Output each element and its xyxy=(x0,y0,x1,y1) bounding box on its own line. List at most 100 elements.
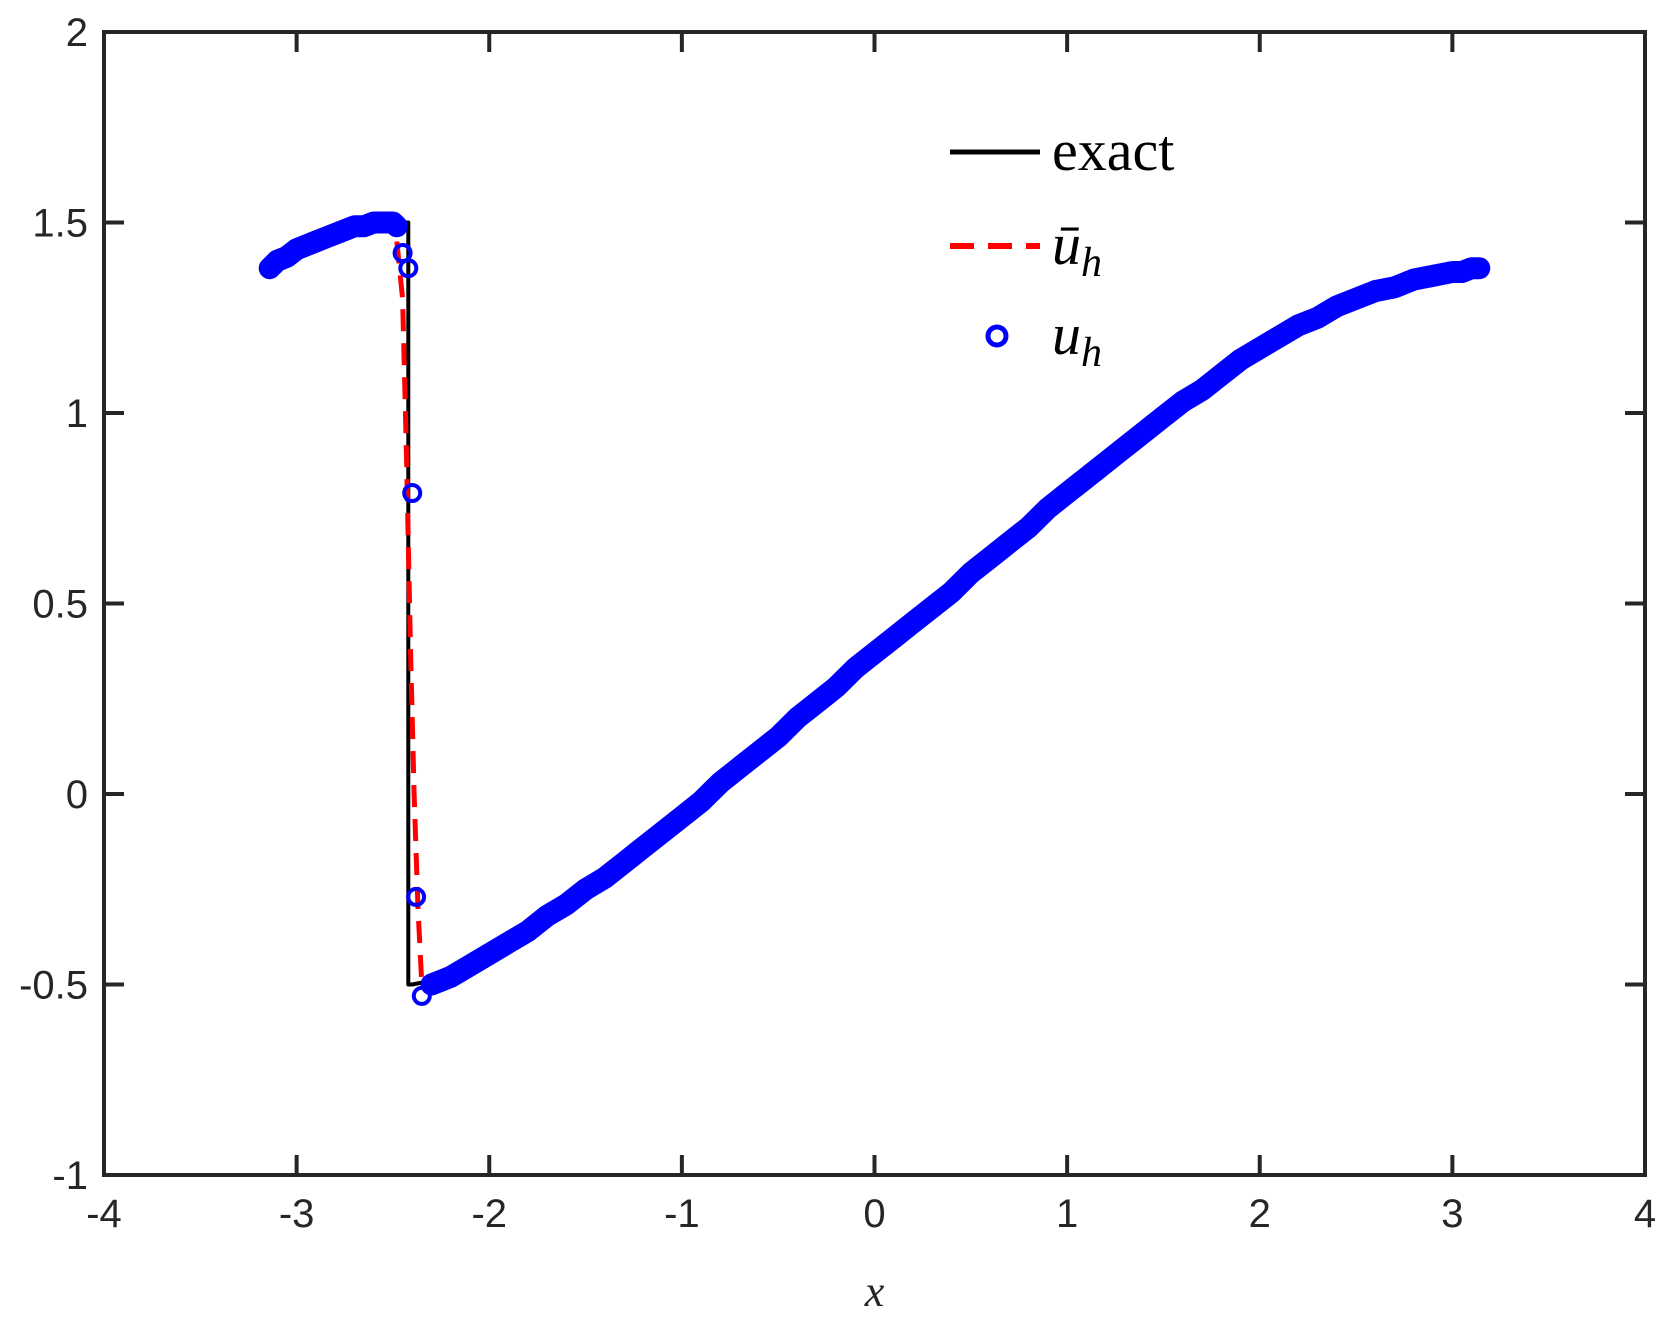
data-point xyxy=(980,547,1001,568)
legend-label-main: ū xyxy=(1052,212,1081,277)
data-point xyxy=(1403,269,1424,290)
axes-frame xyxy=(102,30,1647,1177)
x-tick-label: -3 xyxy=(279,1192,315,1236)
data-point xyxy=(334,220,355,241)
y-tick-label: 1 xyxy=(66,392,88,436)
y-tick-label: 0 xyxy=(66,773,88,817)
plot-area-frame xyxy=(102,30,1647,1177)
legend-label-main: exact xyxy=(1052,118,1174,183)
x-tick-label: 2 xyxy=(1249,1192,1271,1236)
y-tick-label: 1.5 xyxy=(32,202,88,246)
data-point xyxy=(671,806,692,827)
data-point xyxy=(1346,288,1367,309)
data-point xyxy=(691,791,712,812)
x-tick-label: 1 xyxy=(1056,1192,1078,1236)
data-point xyxy=(411,985,432,1006)
x-tick-label: 3 xyxy=(1441,1192,1463,1236)
data-point xyxy=(1057,483,1078,503)
data-point xyxy=(498,932,519,953)
data-point xyxy=(999,532,1020,553)
y-tick-label: 2 xyxy=(66,11,88,55)
data-point xyxy=(941,582,962,603)
data-point xyxy=(1288,315,1309,336)
legend-label: ūh xyxy=(1052,212,1102,286)
data-point xyxy=(1095,452,1116,473)
data-point xyxy=(594,867,615,888)
data-point xyxy=(903,612,923,633)
data-point xyxy=(406,886,427,907)
data-point xyxy=(556,894,577,915)
data-point xyxy=(1018,517,1039,538)
data-point xyxy=(922,597,943,618)
data-point xyxy=(267,250,288,271)
data-point xyxy=(1307,307,1328,328)
data-point xyxy=(315,227,336,248)
data-point xyxy=(305,231,326,252)
data-point xyxy=(1326,296,1347,317)
data-point xyxy=(398,258,419,279)
data-point xyxy=(768,726,789,747)
data-point xyxy=(325,223,346,244)
data-point xyxy=(883,627,904,648)
data-point xyxy=(537,905,557,926)
data-point xyxy=(1384,277,1405,298)
data-point xyxy=(787,707,808,728)
legend: exact ūh uh xyxy=(950,118,1174,376)
legend-label-subscript: h xyxy=(1081,240,1102,286)
data-point xyxy=(479,944,500,964)
data-point xyxy=(421,974,442,995)
data-point xyxy=(1423,265,1444,286)
marker-band-1 xyxy=(420,257,1491,996)
data-point xyxy=(1452,262,1472,282)
data-point xyxy=(1469,258,1490,279)
data-point xyxy=(864,643,885,663)
data-point xyxy=(960,563,981,583)
x-tick-label: 4 xyxy=(1634,1192,1656,1236)
data-point xyxy=(1230,349,1251,370)
data-point xyxy=(806,692,827,713)
data-point xyxy=(1172,391,1193,412)
data-point xyxy=(1037,498,1058,519)
data-point xyxy=(386,216,407,237)
data-point xyxy=(517,921,538,942)
legend-label: uh xyxy=(1052,302,1102,376)
data-point xyxy=(382,212,403,233)
data-point xyxy=(1249,338,1270,359)
data-point xyxy=(460,955,480,976)
data-point xyxy=(1076,467,1097,488)
x-axis-label: x xyxy=(864,1267,885,1316)
tick-layer: -4 -3 -2 -1 0 1 2 3 4 -1 -0.5 0 0.5 1 1.5 2 xyxy=(19,11,1656,1236)
data-point xyxy=(440,966,461,987)
data-point xyxy=(402,483,423,503)
data-point xyxy=(845,658,866,679)
data-point xyxy=(363,212,384,233)
data-point xyxy=(1269,326,1289,347)
data-point xyxy=(826,677,846,698)
x-tick-label: -4 xyxy=(86,1192,122,1236)
y-tick-label: -1 xyxy=(52,1154,88,1198)
data-point xyxy=(1211,364,1232,385)
data-point xyxy=(1153,406,1174,427)
y-tick-label: -0.5 xyxy=(19,964,88,1008)
data-point xyxy=(1114,437,1135,458)
data-point xyxy=(296,235,317,256)
data-point xyxy=(1365,281,1386,302)
data-point xyxy=(614,852,635,873)
data-point xyxy=(652,822,673,843)
y-tick-label: 0.5 xyxy=(32,583,88,627)
data-point xyxy=(344,216,365,237)
data-point xyxy=(748,742,769,763)
series-line-1 xyxy=(394,241,425,985)
data-point xyxy=(710,772,731,793)
series-layer xyxy=(258,211,1491,1006)
x-tick-label: 0 xyxy=(863,1192,885,1236)
legend-label-main: u xyxy=(1052,302,1081,367)
legend-label: exact xyxy=(1052,118,1174,183)
x-tick-label: -2 xyxy=(471,1192,507,1236)
data-point xyxy=(729,757,750,778)
legend-swatch-circle xyxy=(985,324,1009,348)
x-tick-label: -1 xyxy=(664,1192,700,1236)
data-point xyxy=(633,837,654,858)
